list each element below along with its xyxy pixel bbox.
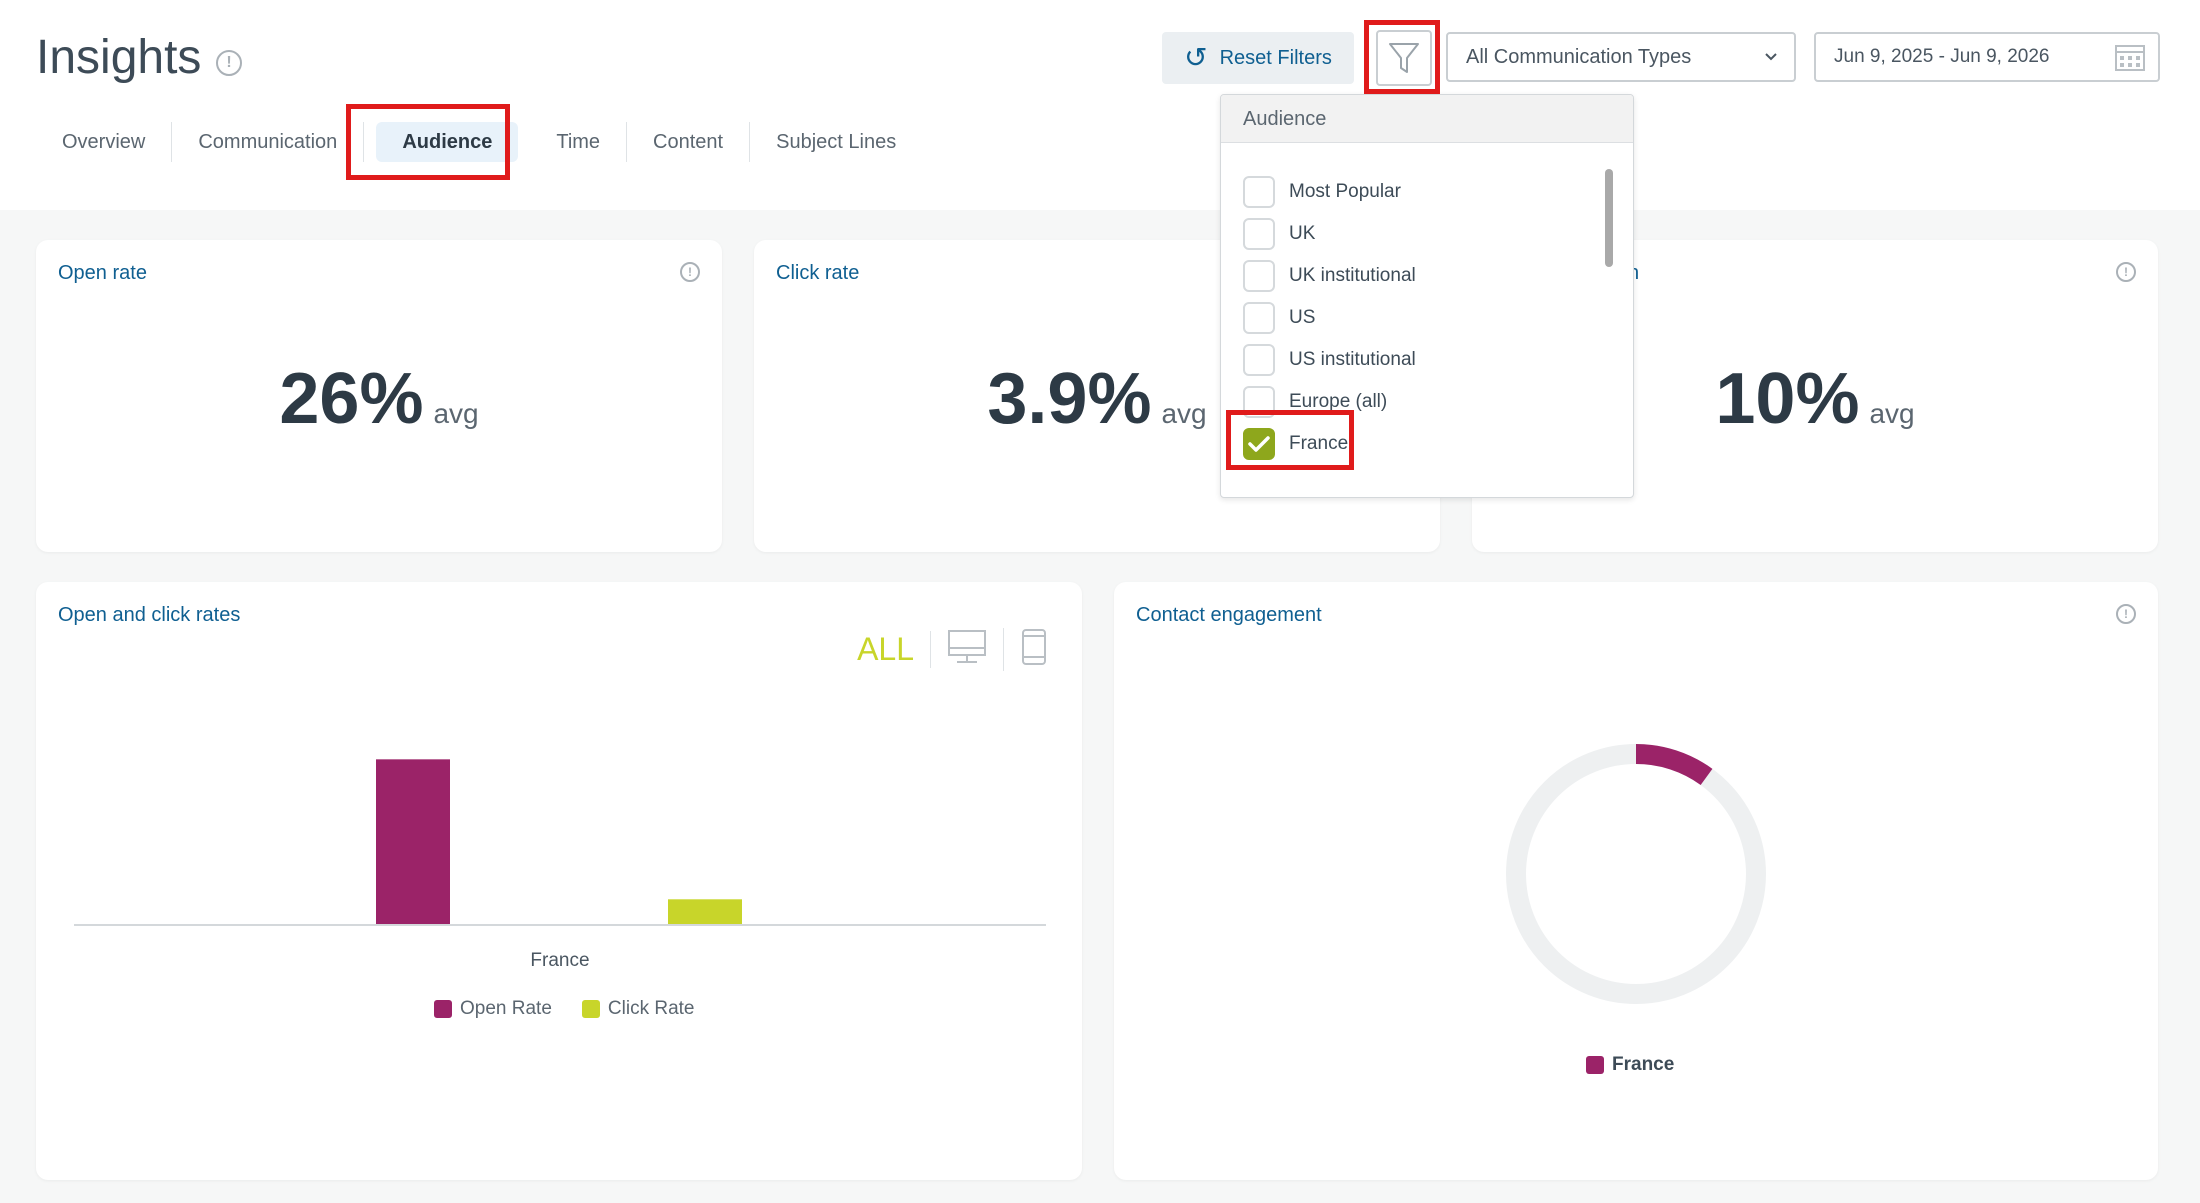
- dropdown-header: Audience: [1221, 95, 1633, 143]
- stat-value: 3.9%: [987, 359, 1152, 439]
- legend-item-france[interactable]: France: [1586, 1054, 1674, 1076]
- stat-suffix: avg: [1161, 398, 1207, 429]
- checkbox[interactable]: [1243, 218, 1275, 250]
- open-click-bar-chart: France: [74, 759, 1046, 971]
- date-range-field[interactable]: Jun 9, 2025 - Jun 9, 2026: [1814, 32, 2160, 82]
- audience-option[interactable]: Europe (all): [1243, 381, 1416, 423]
- option-label: Most Popular: [1289, 181, 1401, 202]
- audience-option[interactable]: Most Popular: [1243, 171, 1416, 213]
- option-label: US: [1289, 307, 1316, 328]
- tab-subject-lines[interactable]: Subject Lines: [776, 131, 897, 153]
- chart-legend: Open Rate Click Rate: [434, 998, 694, 1020]
- donut-legend: France: [1586, 1054, 1674, 1076]
- audience-option[interactable]: UK: [1243, 213, 1416, 255]
- donut-track: [1506, 744, 1766, 1004]
- dropdown-scrollbar[interactable]: [1605, 169, 1613, 267]
- date-range-value: Jun 9, 2025 - Jun 9, 2026: [1834, 46, 2050, 67]
- checkbox[interactable]: [1243, 386, 1275, 418]
- card-title: Open and click rates: [58, 604, 241, 626]
- reset-icon: ↺: [1184, 42, 1208, 73]
- tab-content[interactable]: Content: [627, 122, 751, 162]
- tab-bar: Overview Communication Audience Time Con…: [36, 118, 922, 166]
- device-toggle: ALL: [857, 628, 1048, 671]
- audience-option[interactable]: UK institutional: [1243, 255, 1416, 297]
- device-all-toggle[interactable]: ALL: [857, 631, 931, 668]
- legend-item-click-rate[interactable]: Click Rate: [581, 998, 695, 1020]
- card-title: Open rate: [58, 262, 147, 284]
- tab-audience[interactable]: Audience: [376, 122, 519, 162]
- contact-engagement-card: Contact engagement ! France: [1114, 582, 2158, 1180]
- audience-option-france[interactable]: France: [1243, 423, 1416, 465]
- reset-filters-button[interactable]: ↺ Reset Filters: [1162, 32, 1354, 84]
- option-label: UK institutional: [1289, 265, 1416, 286]
- option-label: Europe (all): [1289, 391, 1388, 412]
- legend-label: France: [1612, 1054, 1675, 1075]
- info-icon[interactable]: !: [2116, 604, 2136, 624]
- reset-filters-label: Reset Filters: [1219, 46, 1332, 69]
- filter-button[interactable]: [1376, 30, 1432, 86]
- x-tick-label: France: [530, 950, 589, 971]
- option-label: France: [1289, 433, 1349, 454]
- audience-list: Most Popular UK UK institutional US US i…: [1243, 171, 1416, 465]
- checkmark-icon: [1248, 436, 1270, 452]
- stat: 3.9% avg: [754, 358, 1440, 440]
- mobile-icon[interactable]: [1004, 628, 1048, 671]
- checkbox[interactable]: [1243, 344, 1275, 376]
- legend-swatch: [434, 1000, 452, 1018]
- legend-label: Click Rate: [607, 998, 695, 1019]
- engagement-donut-chart: [1506, 744, 1766, 1004]
- info-icon[interactable]: !: [2116, 262, 2136, 282]
- stat: 10% avg: [1472, 358, 2158, 440]
- chevron-down-icon: [1765, 53, 1777, 61]
- checkbox-checked[interactable]: [1243, 428, 1275, 460]
- option-label: US institutional: [1289, 349, 1416, 370]
- card-title: Click rate: [776, 262, 860, 284]
- audience-option[interactable]: US: [1243, 297, 1416, 339]
- header: Insights ! Overview Communication Audien…: [0, 0, 2200, 210]
- stat-value: 26%: [279, 359, 424, 439]
- legend-swatch: [581, 1000, 600, 1018]
- open-rate-card: Open rate ! 26% avg: [36, 240, 722, 552]
- stat-suffix: avg: [1869, 398, 1915, 429]
- audience-dropdown: Audience Most Popular UK UK institutiona…: [1220, 94, 1634, 498]
- desktop-icon[interactable]: [931, 628, 1004, 671]
- tab-overview[interactable]: Overview: [36, 122, 173, 162]
- page-title: Insights: [36, 31, 202, 84]
- checkbox[interactable]: [1243, 176, 1275, 208]
- bar-click-rate[interactable]: [668, 899, 742, 924]
- calendar-icon[interactable]: [2114, 41, 2146, 73]
- card-title: Contact engagement: [1136, 604, 1322, 626]
- info-icon[interactable]: !: [680, 262, 700, 282]
- audience-option[interactable]: US institutional: [1243, 339, 1416, 381]
- option-label: UK: [1289, 223, 1316, 244]
- legend-item-open-rate[interactable]: Open Rate: [434, 998, 552, 1020]
- legend-label: Open Rate: [460, 998, 552, 1019]
- open-click-rates-card: Open and click rates ALL France Open Rat…: [36, 582, 1082, 1180]
- communication-type-value: All Communication Types: [1466, 45, 1692, 68]
- bar-open-rate[interactable]: [376, 759, 450, 924]
- info-icon[interactable]: !: [216, 50, 242, 76]
- stat-suffix: avg: [433, 398, 479, 429]
- stat-value: 10%: [1715, 359, 1860, 439]
- tab-communication[interactable]: Communication: [172, 122, 365, 162]
- communication-type-select[interactable]: All Communication Types: [1446, 32, 1796, 82]
- legend-swatch: [1586, 1056, 1604, 1074]
- stat: 26% avg: [36, 358, 722, 440]
- checkbox[interactable]: [1243, 260, 1275, 292]
- tab-time[interactable]: Time: [530, 122, 628, 162]
- funnel-icon: [1389, 43, 1419, 73]
- donut-slice-france[interactable]: [1635, 744, 1713, 786]
- checkbox[interactable]: [1243, 302, 1275, 334]
